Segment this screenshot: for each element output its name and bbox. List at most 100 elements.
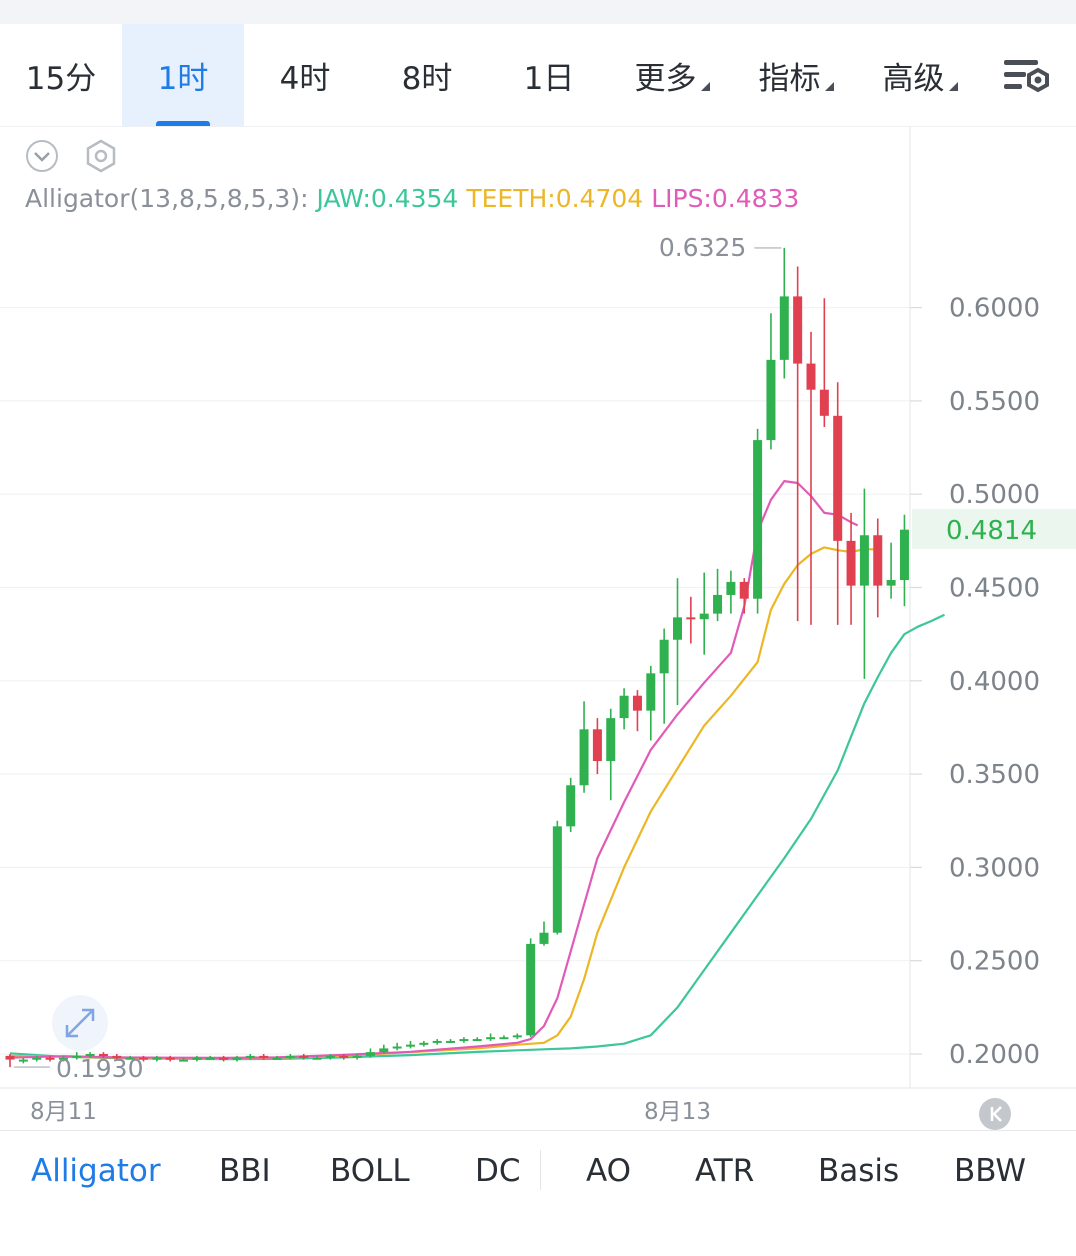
candle — [632, 690, 642, 732]
tab-1h[interactable]: 1时 — [122, 24, 244, 126]
candle-body — [619, 695, 629, 719]
indicator-tab-bbw[interactable]: BBW — [954, 1153, 1027, 1189]
candle — [552, 820, 562, 935]
scroll-to-latest-icon[interactable] — [978, 1097, 1012, 1131]
candle — [566, 777, 576, 832]
candle — [739, 578, 749, 614]
candle — [819, 298, 829, 428]
candle — [873, 518, 883, 618]
tab-15m[interactable]: 15分 — [25, 60, 97, 97]
status-strip — [0, 0, 1076, 24]
candle-body — [365, 1052, 375, 1056]
candle-body — [779, 296, 789, 360]
candle-body — [526, 943, 536, 1036]
candle — [659, 628, 669, 724]
chevron-down-circle-icon[interactable] — [25, 139, 59, 173]
candle-body — [699, 613, 709, 620]
indicator-tab-alligator[interactable]: Alligator — [31, 1153, 161, 1189]
dropdown-caret-icon — [700, 81, 710, 91]
tab-8h[interactable]: 8时 — [401, 60, 453, 97]
tab-1d[interactable]: 1日 — [523, 60, 575, 97]
candle-body — [833, 415, 843, 541]
candle-body — [539, 932, 549, 944]
candle — [112, 1054, 122, 1060]
candle — [85, 1052, 95, 1058]
list-settings-icon[interactable] — [1000, 54, 1056, 102]
candle — [205, 1055, 215, 1060]
chart-grid — [0, 127, 1076, 1089]
candle — [512, 1033, 522, 1040]
candle-body — [165, 1057, 175, 1060]
tab-more[interactable]: 更多 — [610, 24, 734, 126]
candle — [806, 331, 816, 625]
candle — [365, 1048, 375, 1058]
y-tick-label: 0.3500 — [949, 760, 1040, 790]
candle — [419, 1040, 429, 1047]
candle-body — [379, 1048, 389, 1053]
lips-line — [9, 480, 859, 1059]
candle-body — [886, 580, 896, 586]
candle — [406, 1040, 415, 1049]
candle — [606, 708, 616, 801]
x-axis: 8月11 8月13 — [30, 1099, 711, 1125]
candle — [392, 1042, 402, 1051]
candle — [179, 1057, 189, 1062]
candle-body — [632, 695, 642, 711]
candle — [285, 1054, 295, 1060]
expand-arrows-icon[interactable] — [46, 993, 114, 1053]
candle-body — [192, 1057, 202, 1060]
candle-body — [766, 359, 776, 441]
candle-body — [139, 1057, 148, 1060]
candle — [339, 1054, 349, 1060]
candle-body — [85, 1054, 95, 1056]
tab-4h[interactable]: 4时 — [279, 60, 331, 97]
indicator-tab-boll[interactable]: BOLL — [330, 1153, 410, 1189]
candle-body — [446, 1040, 456, 1043]
candle — [486, 1033, 496, 1041]
candle — [259, 1054, 269, 1060]
candle — [579, 701, 589, 793]
candle — [152, 1055, 162, 1062]
candle-body — [285, 1055, 295, 1058]
indicator-tab-basis[interactable]: Basis — [818, 1153, 900, 1189]
candlestick-chart[interactable]: 0.6000 0.5500 0.5000 0.4500 0.4000 0.3500 0.30… — [0, 127, 1076, 1130]
candle-body — [259, 1055, 269, 1058]
indicator-tab-ao[interactable]: AO — [586, 1153, 632, 1189]
y-tick-label: 0.4500 — [949, 574, 1040, 604]
current-price-label: 0.4814 — [946, 516, 1037, 546]
candle — [859, 488, 869, 679]
candle-body — [859, 535, 869, 586]
indicator-tab-dc[interactable]: DC — [475, 1153, 521, 1189]
candle — [686, 596, 696, 644]
tab-advanced[interactable]: 高级 — [858, 24, 982, 126]
candle-body — [219, 1057, 229, 1060]
candle — [125, 1055, 135, 1060]
candle-body — [592, 729, 602, 762]
candle-body — [272, 1057, 282, 1060]
candle — [232, 1055, 242, 1062]
legend-lips: LIPS:0.4833 — [651, 184, 800, 213]
hexagon-settings-icon[interactable] — [84, 139, 118, 173]
legend-jaw: JAW:0.4354 — [316, 184, 459, 213]
candle-body — [686, 617, 696, 620]
x-tick-label: 8月13 — [644, 1099, 711, 1125]
max-price-label: 0.6325 — [659, 233, 746, 262]
candle — [98, 1052, 108, 1058]
candle-body — [472, 1039, 482, 1042]
y-tick-label: 0.2000 — [949, 1040, 1040, 1070]
y-tick-label: 0.3000 — [949, 853, 1040, 883]
y-tick-label: 0.5500 — [949, 387, 1040, 417]
chart-area[interactable]: 0.6000 0.5500 0.5000 0.4500 0.4000 0.3500 0.30… — [0, 127, 1076, 1130]
candle-body — [112, 1055, 122, 1058]
candle-body — [806, 363, 816, 390]
candle-body — [392, 1046, 402, 1049]
tab-indicators[interactable]: 指标 — [734, 24, 858, 126]
candle-body — [552, 826, 562, 933]
candle-body — [713, 594, 723, 614]
candle-body — [486, 1037, 496, 1040]
candle-body — [753, 440, 763, 599]
indicator-tab-atr[interactable]: ATR — [695, 1153, 755, 1189]
indicator-tab-bbi[interactable]: BBI — [219, 1153, 271, 1189]
candle-body — [179, 1059, 189, 1062]
candle-body — [312, 1057, 322, 1060]
